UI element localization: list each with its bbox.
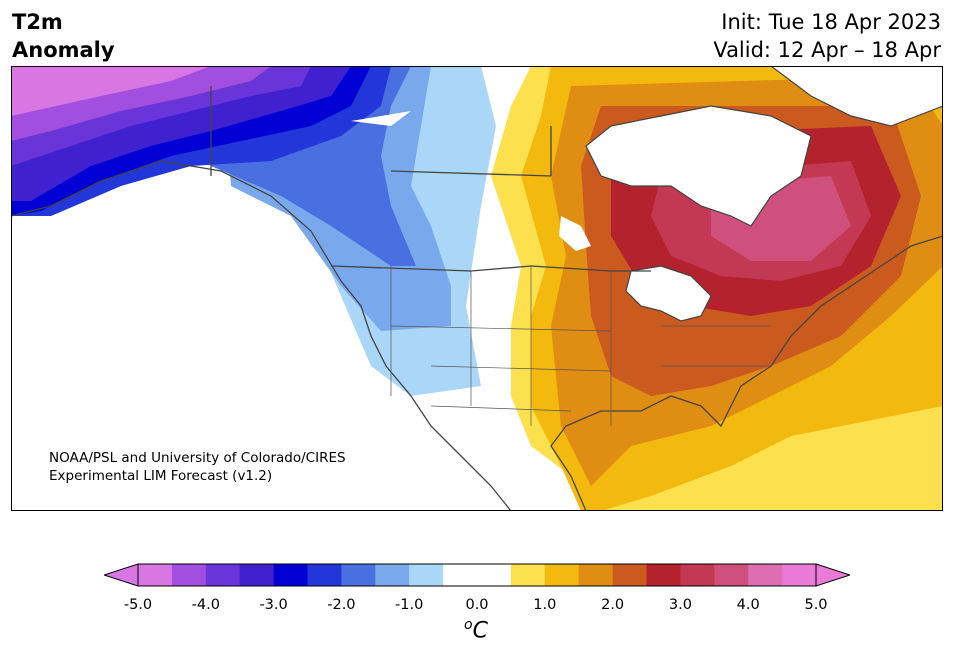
title-anomaly: Anomaly (12, 38, 115, 62)
colorbar-segment (612, 564, 647, 586)
colorbar-tick-label: 4.0 (736, 597, 760, 613)
colorbar-tick-label: -1.0 (395, 597, 424, 613)
valid-period: Valid: 12 Apr – 18 Apr (713, 38, 941, 62)
colorbar-tick-label: 1.0 (533, 597, 557, 613)
title-variable: T2m (12, 10, 63, 34)
colorbar-segment (375, 564, 410, 586)
colorbar-segment (680, 564, 715, 586)
colorbar-tick-label: -3.0 (259, 597, 288, 613)
colorbar-segment (205, 564, 241, 586)
greenland (770, 66, 943, 127)
colorbar-segment (748, 564, 783, 586)
unit-degree: o (464, 617, 473, 633)
anomaly-map (11, 66, 943, 511)
colorbar-segment (443, 564, 478, 586)
colorbar-segment (138, 564, 173, 586)
colorbar-segment (273, 564, 308, 586)
map-dates: Init: Tue 18 Apr 2023 Valid: 12 Apr – 18… (713, 8, 941, 64)
colorbar-tick-label: -4.0 (191, 597, 220, 613)
colorbar-extend-high (815, 563, 850, 587)
colorbar-tick-label: 0.0 (465, 597, 489, 613)
colorbar-segment (171, 564, 207, 586)
colorbar-tick-label: 2.0 (601, 597, 625, 613)
colorbar-segment (578, 564, 614, 586)
colorbar-tick-label: -5.0 (123, 597, 153, 613)
credit-line-1: NOAA/PSL and University of Colorado/CIRE… (49, 450, 346, 466)
colorbar-tick-label: 5.0 (804, 597, 828, 613)
colorbar-segment (510, 564, 546, 586)
colorbar-segment (646, 564, 681, 586)
colorbar-segment (409, 564, 444, 586)
great-lakes (625, 265, 712, 322)
colorbar-tick-label: -2.0 (327, 597, 356, 613)
unit-celsius: C (472, 618, 488, 644)
colorbar-segment (714, 564, 749, 586)
credit-text: NOAA/PSL and University of Colorado/CIRE… (49, 449, 346, 485)
colorbar-segment (477, 564, 512, 586)
colorbar-unit: oC (464, 617, 488, 643)
init-date: Init: Tue 18 Apr 2023 (721, 10, 941, 34)
colorbar-frame (137, 563, 817, 587)
hudson-bay (585, 105, 812, 227)
colorbar-segment (239, 564, 275, 586)
colorbar-segment (782, 564, 817, 586)
colorbar-segment (544, 564, 580, 586)
colorbar (104, 563, 850, 587)
map-title: T2m Anomaly (12, 8, 115, 64)
colorbar-tick-label: 3.0 (668, 597, 692, 613)
colorbar-segment (307, 564, 342, 586)
colorbar-segment (341, 564, 376, 586)
colorbar-extend-low (104, 563, 139, 587)
credit-line-2: Experimental LIM Forecast (v1.2) (49, 468, 273, 484)
